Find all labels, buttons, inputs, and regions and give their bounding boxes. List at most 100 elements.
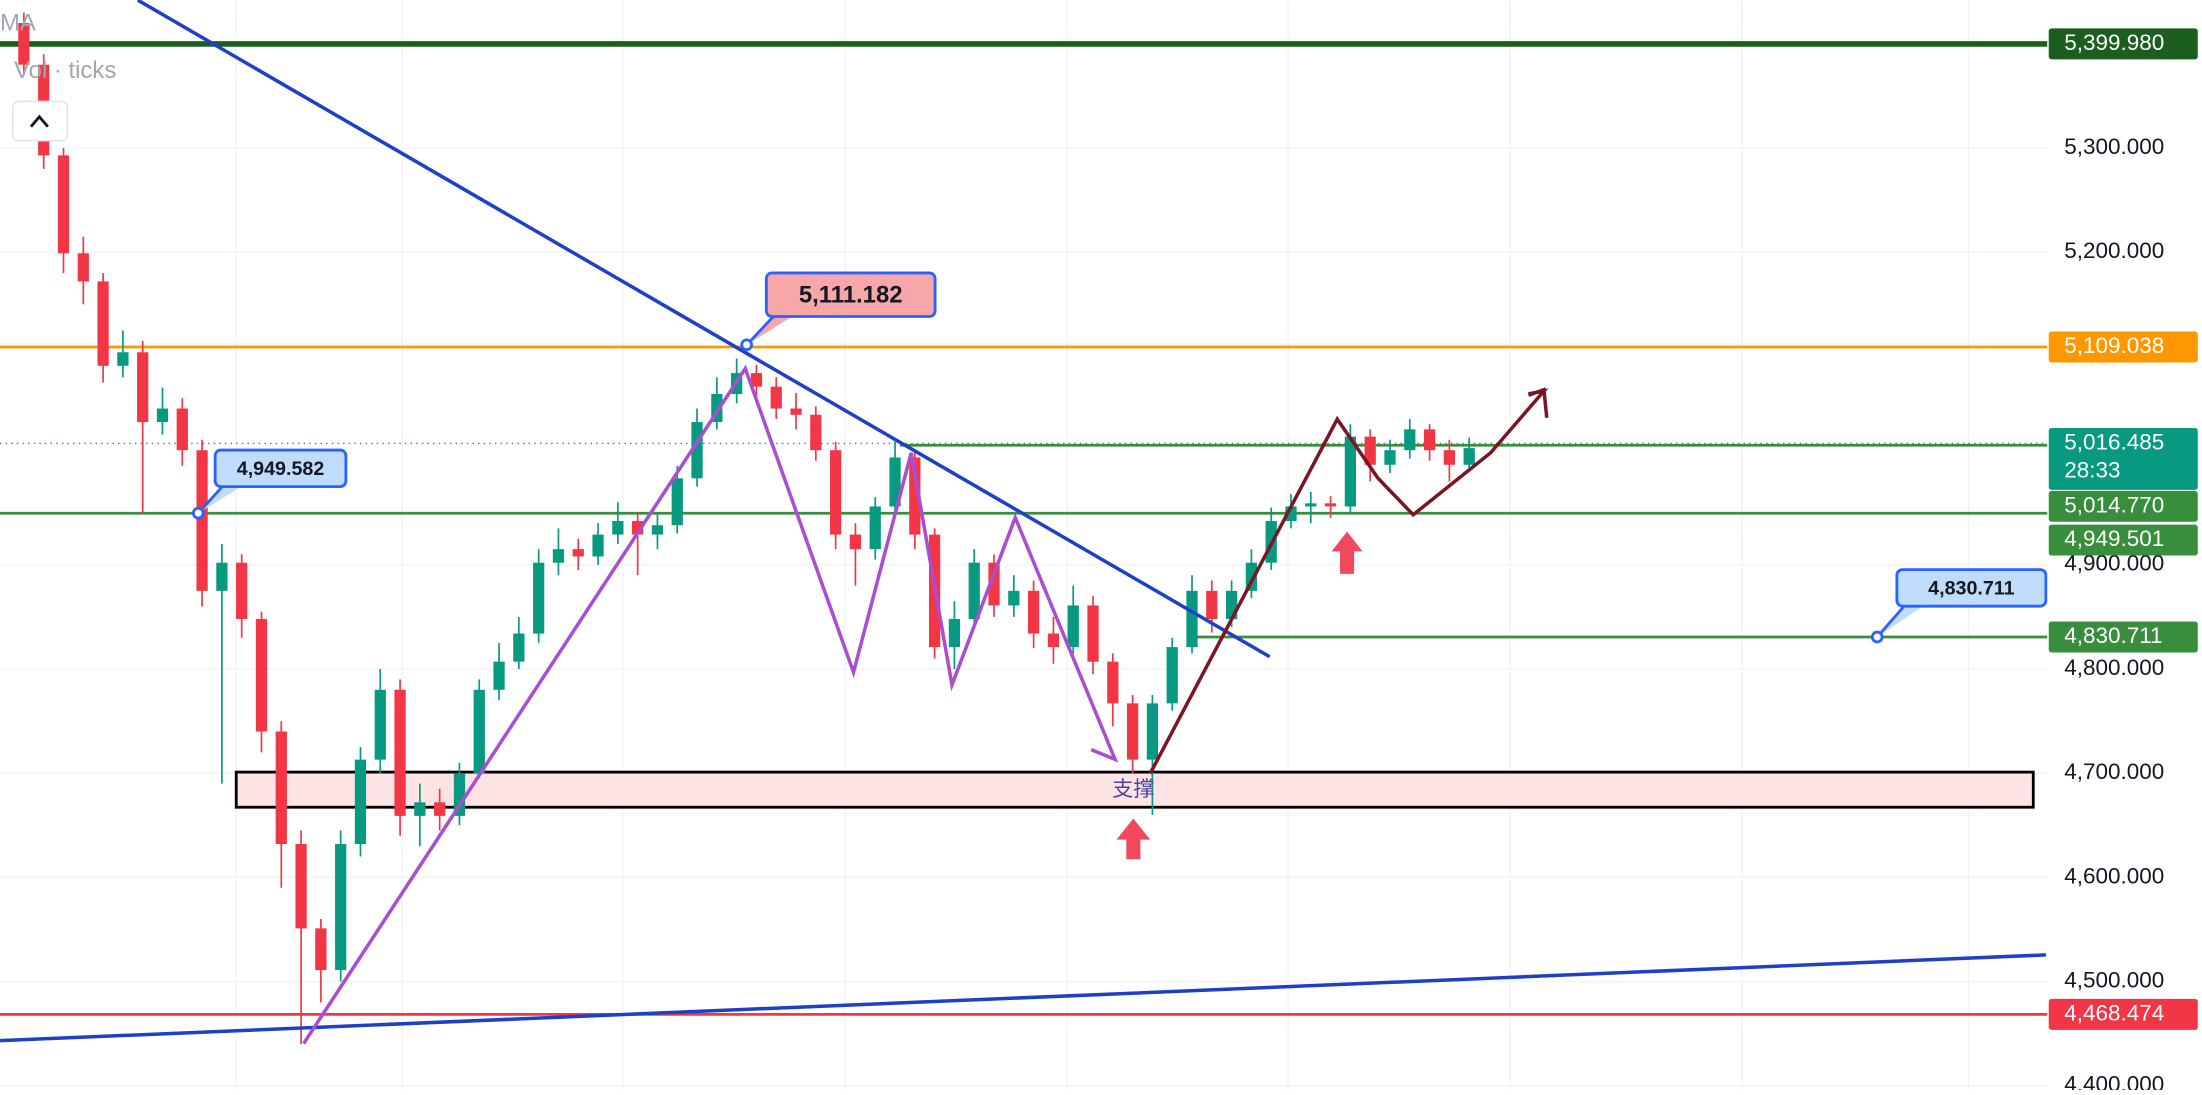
grid	[0, 147, 2048, 1087]
candle-body	[1107, 661, 1119, 704]
candle-body	[18, 23, 30, 65]
candle-body	[176, 408, 188, 451]
y-tick-label: 5,200.000	[2064, 238, 2164, 263]
callout-label: 5,111.182	[799, 281, 903, 308]
pattern-line	[302, 364, 1119, 1045]
candle-body	[1126, 703, 1139, 760]
candle-body	[632, 521, 644, 535]
callout-pointer	[745, 313, 795, 346]
candle-body	[453, 773, 466, 816]
ma-label[interactable]: MA	[0, 9, 36, 36]
candle-body	[552, 549, 565, 563]
y-tick-label: 4,600.000	[2064, 863, 2164, 888]
candle-body	[1344, 436, 1357, 507]
drawings	[0, 0, 2046, 1045]
price-badge	[2048, 427, 2198, 490]
vol-label[interactable]: Vol · ticks	[14, 57, 116, 84]
candle-body	[1206, 590, 1218, 619]
y-tick-label: 4,700.000	[2064, 759, 2164, 784]
candle-body	[374, 689, 386, 760]
candle-body	[671, 478, 683, 526]
trend-line	[136, 0, 1271, 659]
candle-body	[1087, 605, 1099, 662]
candle-body	[1008, 590, 1020, 606]
candle-body	[1285, 506, 1297, 522]
candle-body	[77, 253, 89, 282]
y-tick-label: 4,800.000	[2064, 655, 2164, 680]
candle-body	[137, 352, 149, 423]
candle-body	[216, 562, 228, 591]
candle-body	[1384, 450, 1396, 465]
candle-body	[830, 450, 842, 535]
candle-body	[572, 549, 584, 557]
price-badge	[2048, 621, 2198, 653]
price-axis-labels: 4,400.000 4,500.000 4,600.000 4,700.000 4,80…	[2048, 28, 2198, 1095]
callout-box	[764, 271, 937, 318]
trend-line	[0, 953, 2046, 1043]
callout-anchor	[191, 506, 205, 520]
price-badge	[2048, 28, 2198, 60]
candle-body	[988, 562, 1000, 606]
candle-body	[1186, 590, 1198, 648]
candle-body	[394, 689, 406, 816]
candle-body	[810, 414, 822, 451]
callout-box	[213, 448, 348, 489]
price-badge-label: 4,468.474	[2064, 1000, 2164, 1025]
candle-body	[275, 731, 287, 845]
callout-box	[1895, 568, 2048, 608]
candle-body	[1423, 429, 1436, 451]
candle-body	[236, 562, 248, 619]
candle-body	[968, 562, 980, 619]
candle-body	[1463, 448, 1475, 465]
candle-body	[1067, 605, 1079, 648]
candle-body	[533, 562, 545, 634]
candle-body	[196, 450, 208, 591]
callout-label: 4,949.582	[237, 458, 325, 480]
countdown: 28:33	[2064, 457, 2120, 482]
candle-body	[1404, 429, 1416, 451]
arrow-head	[1527, 387, 1549, 418]
vertical-grid	[235, 0, 1970, 1090]
candle-body	[1364, 436, 1376, 465]
up-arrow	[1331, 531, 1363, 574]
price-badge-label: 5,016.485	[2064, 429, 2164, 454]
candle-body	[592, 534, 604, 557]
candle-body	[651, 525, 664, 535]
candle-body	[1443, 450, 1456, 465]
candle-body	[1245, 562, 1258, 591]
price-badge	[2048, 490, 2198, 522]
callout-anchor	[740, 338, 753, 352]
candle-body	[691, 422, 703, 479]
candle-body	[493, 661, 505, 690]
candle-body	[1166, 647, 1178, 704]
candle-body	[889, 457, 901, 507]
signal-arrows	[1116, 531, 1363, 860]
price-badge	[2048, 524, 2198, 556]
candle-body	[57, 155, 70, 254]
support-zone	[234, 770, 2035, 809]
candle-body	[849, 534, 862, 550]
candle-body	[1305, 503, 1317, 507]
price-badge-label: 5,014.770	[2064, 492, 2164, 517]
candle-body	[612, 521, 624, 535]
candle-body	[1047, 633, 1060, 648]
price-badge	[2048, 998, 2198, 1030]
callout-label: 4,830.711	[1928, 577, 2014, 599]
candle-body	[869, 506, 881, 550]
up-arrow	[1116, 818, 1151, 860]
candle-body	[1027, 590, 1040, 634]
callouts: 5,111.182 4,949.582 4,830.711	[191, 271, 2048, 644]
price-badge	[2048, 331, 2198, 363]
price-badge-label: 4,830.711	[2064, 623, 2162, 648]
zone-label: 支撑	[1112, 777, 1154, 801]
candle-body	[255, 618, 268, 732]
candle-body	[909, 457, 921, 535]
price-badge-label: 5,399.980	[2064, 30, 2164, 55]
collapse-button[interactable]	[11, 100, 69, 142]
candle-body	[117, 352, 129, 366]
price-lines	[0, 41, 2048, 1016]
y-tick-label: 5,300.000	[2064, 134, 2164, 159]
callout-anchor	[1870, 630, 1884, 644]
price-badge-label: 5,109.038	[2064, 333, 2164, 358]
